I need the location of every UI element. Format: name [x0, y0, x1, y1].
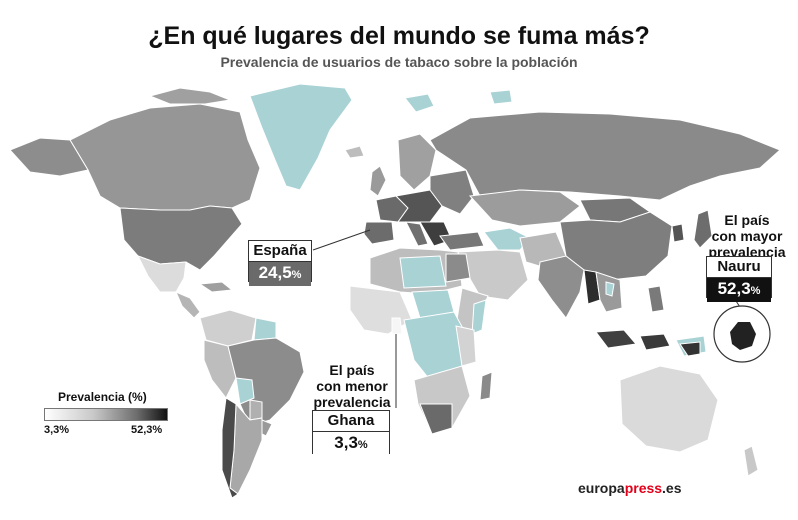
region-west-africa	[349, 285, 413, 335]
region-japan	[693, 209, 713, 249]
region-korea	[671, 223, 685, 243]
region-mexico	[136, 255, 187, 293]
region-philippines	[647, 285, 665, 313]
map-title: ¿En qué lugares del mundo se fuma más?	[148, 22, 650, 50]
ghana-value: 3,3	[334, 433, 358, 452]
ghana-unit: %	[357, 439, 368, 451]
brand-part1: europa	[578, 480, 625, 496]
ghana-name: Ghana	[313, 411, 389, 432]
region-italy	[405, 221, 429, 247]
nauru-callout: Nauru 52,3%	[706, 256, 772, 302]
nauru-shape	[730, 322, 756, 350]
brand-part3: .es	[662, 480, 682, 496]
max-note-line1: El país	[724, 212, 770, 228]
region-canada	[69, 103, 261, 211]
region-iceland	[344, 145, 365, 159]
region-somalia-nodata	[471, 299, 487, 335]
legend-min-label: 3,3%	[44, 424, 70, 436]
region-png	[679, 341, 701, 357]
legend-gradient-bar	[44, 408, 168, 421]
nauru-name: Nauru	[707, 257, 771, 278]
region-india	[537, 255, 585, 319]
region-arctic-islands	[404, 89, 513, 113]
region-sahara-nodata	[399, 255, 447, 289]
map-subtitle: Prevalencia de usuarios de tabaco sobre …	[220, 54, 578, 70]
spain-value-box: 24,5%	[249, 262, 311, 286]
region-new-zealand	[743, 445, 759, 477]
spain-name: España	[249, 241, 311, 262]
region-central-asia	[468, 189, 581, 227]
region-laos-nodata	[605, 281, 615, 297]
region-turkey	[439, 231, 485, 251]
region-caribbean	[198, 281, 234, 293]
region-canada-islands	[148, 87, 232, 105]
region-alaska	[9, 137, 89, 177]
region-uruguay	[261, 419, 273, 437]
max-note-line2: con mayor	[711, 228, 783, 244]
region-indonesia-1	[595, 329, 637, 349]
region-bolivia	[235, 377, 255, 405]
spain-unit: %	[291, 269, 302, 281]
region-spain	[363, 221, 395, 245]
region-usa	[119, 205, 243, 271]
max-prevalence-note: El país con mayor prevalencia	[706, 212, 788, 260]
brand-logo: europapress.es	[578, 480, 682, 496]
min-note-line1: El país	[329, 362, 375, 378]
min-note-line2: con menor	[316, 378, 388, 394]
spain-leader-line	[312, 229, 371, 251]
legend-title: Prevalencia (%)	[58, 390, 147, 404]
min-prevalence-note: El país con menor prevalencia	[310, 362, 394, 410]
region-central-america	[175, 291, 201, 319]
min-note-line3: prevalencia	[313, 394, 391, 410]
ghana-value-box: 3,3%	[313, 432, 389, 456]
region-ghana	[391, 317, 403, 335]
region-east-africa	[455, 325, 477, 367]
region-australia	[619, 365, 719, 453]
region-uk	[369, 165, 387, 197]
spain-callout: España 24,5%	[248, 240, 312, 286]
region-indonesia-2	[639, 333, 671, 351]
spain-value: 24,5	[258, 263, 292, 282]
region-russia	[429, 111, 781, 201]
region-greenland	[249, 83, 353, 191]
region-south-africa	[419, 403, 453, 435]
region-egypt	[445, 253, 471, 283]
nauru-value-box: 52,3%	[707, 278, 771, 302]
ghana-callout: Ghana 3,3%	[312, 410, 390, 456]
nauru-value: 52,3	[717, 279, 751, 298]
region-chile	[221, 397, 239, 499]
brand-part2: press	[624, 480, 663, 496]
nauru-unit: %	[750, 285, 761, 297]
region-madagascar	[479, 371, 493, 401]
legend-max-label: 52,3%	[131, 424, 163, 436]
region-paraguay	[249, 399, 263, 421]
region-guianas	[253, 317, 277, 341]
